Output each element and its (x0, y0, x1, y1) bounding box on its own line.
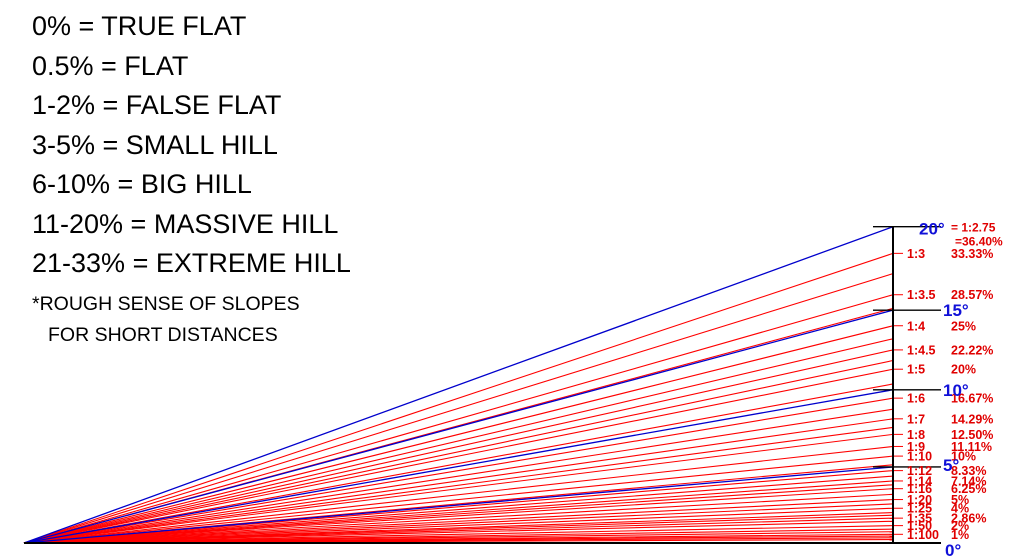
slope-line-unlabeled (23, 408, 894, 544)
slope-percent-label: 16.67% (951, 392, 993, 406)
slope-percent-label: 14.29% (951, 412, 993, 426)
degree-20-percent-label: =36.40% (955, 235, 1003, 249)
slope-line-unlabeled (23, 475, 894, 544)
legend-rule-big-hill: 6-10% = BIG HILL (32, 169, 252, 199)
slope-line-1-20 (23, 499, 894, 544)
slope-line-1-16 (23, 488, 894, 544)
slope-line-unlabeled (23, 338, 894, 544)
legend-rule-flat: 0.5% = FLAT (32, 50, 189, 81)
slope-line-1-50 (23, 525, 894, 544)
slope-line-1-4 (23, 325, 894, 544)
legend-rule-small-hill: 3-5% = SMALL HILL (32, 129, 278, 160)
slope-percent-label: 20% (951, 363, 976, 377)
slope-percent-label: 22.22% (951, 343, 993, 357)
slope-ratio-label: 1:4 (907, 319, 925, 333)
slope-percent-label: 2% (951, 519, 969, 533)
slope-ratio-label: 1:10 (907, 450, 932, 464)
slope-percent-label: 1% (951, 528, 969, 542)
footnote-line-2: FOR SHORT DISTANCES (48, 323, 278, 346)
slope-ratio-label: 1:25 (907, 502, 932, 516)
slope-line-unlabeled (23, 359, 894, 544)
slope-legend: 0% = TRUE FLAT 0.5% = FLAT 1-2% = FALSE … (32, 8, 351, 351)
slope-line-1-14 (23, 480, 894, 544)
slope-line-unlabeled (23, 514, 894, 544)
legend-rule-extreme-hill: 21-33% = EXTREME HILL (32, 248, 351, 278)
slope-percent-label: 8.33% (951, 464, 986, 478)
degree-label-0: 0° (945, 541, 961, 560)
slope-percent-label: 4% (951, 502, 969, 516)
slope-lines (23, 252, 903, 544)
legend-rule-false-flat: 1-2% = FALSE FLAT (32, 90, 282, 120)
slope-percent-label: 10% (951, 450, 976, 464)
slope-line-1-9 (23, 445, 894, 544)
slope-line-unlabeled (23, 426, 894, 544)
slope-ratio-label: 1:35 (907, 512, 932, 526)
slope-ratio-label: 1:3 (907, 247, 925, 261)
slope-line-1-3 (23, 252, 894, 544)
slope-ratio-label: 1:14 (907, 474, 932, 488)
slope-line-1-6 (23, 397, 894, 544)
slope-ratio-label: 1:6 (907, 392, 925, 406)
slope-labels: 1:3 33.33% 1:3.5 28.57% 1:4 25% 1:4.5 22.22% 1:5… (907, 220, 1003, 560)
slope-line-unlabeled (23, 531, 894, 544)
degree-line-15 (23, 309, 894, 544)
slope-line-unlabeled (23, 503, 894, 544)
slope-percent-label: 11.11% (951, 440, 992, 454)
slope-ratio-label: 1:100 (907, 528, 939, 542)
degree-label-15: 15° (943, 301, 969, 320)
slope-percent-label: 28.57% (951, 288, 993, 302)
slope-percent-label: 33.33% (951, 247, 993, 261)
slope-ratio-label: 1:8 (907, 428, 925, 442)
slope-percent-label: 2.86% (951, 512, 986, 526)
degree-label-10: 10° (943, 381, 969, 400)
degree-label-20: 20° (919, 220, 945, 239)
slope-line-unlabeled (23, 383, 894, 544)
slope-percent-label: 7.14% (951, 474, 986, 488)
slope-line-1-25 (23, 507, 894, 544)
slope-percent-label: 6.25% (951, 482, 986, 496)
degree-20-ratio-label: = 1:2.75 (951, 221, 996, 235)
slope-ratio-label: 1:9 (907, 440, 925, 454)
slope-ratio-label: 1:4.5 (907, 343, 936, 357)
slope-line-unlabeled (23, 493, 894, 544)
slope-ratio-label: 1:3.5 (907, 288, 936, 302)
slope-ratio-label: 1:50 (907, 519, 932, 533)
slope-line-1-8 (23, 433, 894, 544)
legend-footnote: *ROUGH SENSE OF SLOPES FOR SHORT DISTANC… (32, 289, 351, 351)
slope-percent-label: 25% (951, 319, 976, 333)
degree-line-10 (23, 389, 894, 544)
slope-line-unlabeled (23, 273, 894, 544)
slope-ratio-label: 1:5 (907, 363, 925, 377)
slope-line-1-5 (23, 368, 894, 544)
slope-percent-label: 12.50% (951, 428, 993, 442)
slope-line-1-4.5 (23, 349, 894, 544)
slope-ratio-label: 1:12 (907, 464, 932, 478)
slope-line-1-3.5 (23, 294, 894, 544)
slope-line-1-10 (23, 455, 894, 544)
slope-line-unlabeled (23, 520, 894, 544)
slope-percent-label: 5% (951, 493, 969, 507)
degree-lines (23, 226, 894, 544)
degree-line-20 (23, 226, 894, 544)
footnote-line-1: *ROUGH SENSE OF SLOPES (32, 292, 300, 315)
slope-line-unlabeled (23, 484, 894, 544)
legend-rule-massive-hill: 11-20% = MASSIVE HILL (32, 208, 339, 239)
slope-ratio-label: 1:20 (907, 493, 932, 507)
vertical-axis-group (24, 226, 941, 544)
slope-ratio-label: 1:16 (907, 482, 932, 496)
slope-ratio-label: 1:7 (907, 412, 925, 426)
degree-label-5: 5° (943, 456, 959, 475)
degree-line-5 (23, 466, 894, 544)
slope-line-1-7 (23, 418, 894, 544)
legend-rule-true-flat: 0% = TRUE FLAT (32, 11, 247, 41)
